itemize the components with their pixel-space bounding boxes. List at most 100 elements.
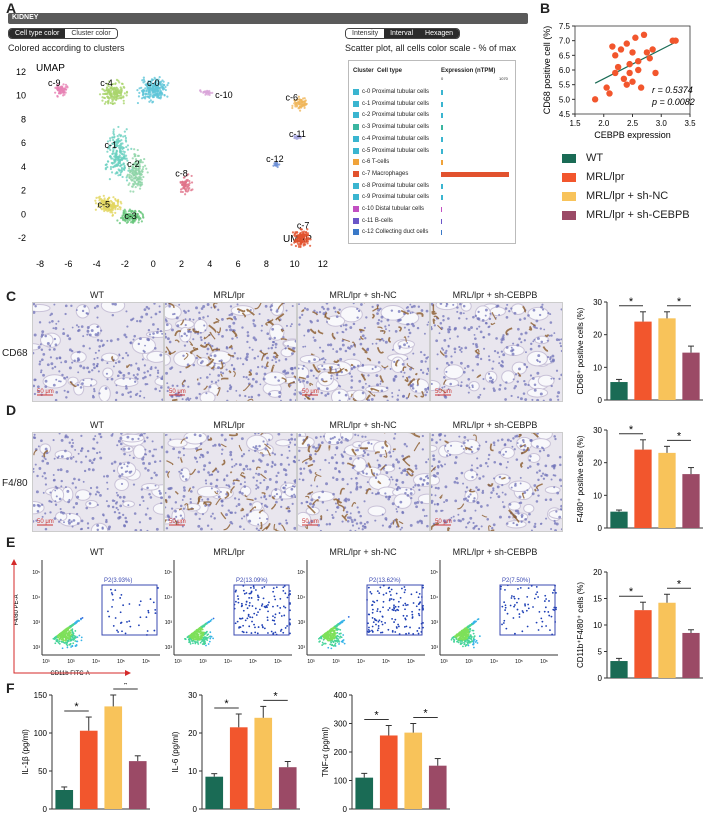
umap-point [107,85,110,88]
umap-point [114,158,117,162]
nucleus [272,355,276,359]
positive-stain [273,351,279,357]
nucleus [93,389,96,393]
flow-event [57,641,60,644]
tab-cluster-color[interactable]: Cluster color [65,29,117,38]
nucleus [445,303,448,305]
nucleus [341,477,345,481]
nucleus [94,351,97,354]
nucleus [306,375,310,379]
umap-point [56,83,60,86]
flow-event [244,619,247,622]
nucleus [33,392,37,396]
nucleus [510,346,513,349]
nucleus [488,380,491,382]
nucleus [227,509,230,512]
flow-event [61,647,64,650]
nucleus [89,384,93,387]
tab-cell-type-color[interactable]: Cell type color [9,29,66,38]
umap-point [106,203,109,207]
nucleus [268,438,271,441]
nucleus [238,463,242,467]
nucleus [416,520,420,524]
tab-hexagen[interactable]: Hexagen [419,29,460,38]
positive-stain [351,448,357,456]
tab-intensity[interactable]: Intensity [346,29,385,38]
nucleus [229,305,233,308]
umap-point [111,136,114,139]
nucleus [516,442,519,444]
nucleus [146,436,149,439]
nucleus [263,479,266,482]
nucleus [71,482,75,485]
table-row: c-4 Proximal tubular cells [353,135,429,142]
nucleus [395,508,398,510]
umap-point [110,85,113,88]
tubule-lumen [246,434,268,452]
nucleus [539,327,542,330]
nucleus [389,368,392,370]
nucleus [511,352,515,356]
nucleus [176,324,180,328]
nucleus [181,499,184,501]
nucleus [245,352,249,356]
legend-shcebpb: MRL/lpr + sh-CEBPB [562,209,690,221]
nucleus [422,483,425,486]
flow-event [274,616,276,619]
nucleus [504,443,507,446]
umap-point [132,190,135,193]
flow-event [276,604,279,607]
positive-stain [341,514,347,522]
nucleus [422,478,426,482]
nucleus [298,391,301,394]
tubule-lumen [33,304,51,313]
nucleus [481,489,485,492]
positive-stain [457,503,465,510]
umap-point [146,95,149,98]
nucleus [120,371,123,374]
nucleus [273,463,277,467]
umap-point [128,219,131,222]
positive-stain [274,528,280,531]
umap-point [300,239,303,242]
nucleus [129,377,131,380]
nucleus [91,516,95,520]
nucleus [75,501,79,505]
umap-point [128,182,131,185]
nucleus [435,441,438,444]
nucleus [102,343,105,347]
umap-point [122,211,125,214]
nucleus [155,473,158,477]
nucleus [203,464,207,468]
nucleus [208,373,211,376]
nucleus [458,345,461,349]
nucleus [78,350,81,354]
umap-point [112,132,115,135]
umap-point [130,209,134,212]
nucleus [232,482,236,485]
umap-point [185,174,188,177]
positive-stain [203,385,208,390]
positive-stain [337,503,345,512]
nucleus [257,523,260,526]
nucleus [55,391,59,394]
nucleus [420,520,423,523]
umap-point [144,95,147,98]
tab-interval[interactable]: Interval [384,29,420,38]
nucleus [540,340,544,344]
umap-point [155,87,158,90]
nucleus [387,324,391,327]
flow-event [70,639,73,641]
nucleus [349,512,352,515]
nucleus [426,481,429,485]
nucleus [165,332,167,335]
nucleus [52,383,56,387]
nucleus [465,317,468,320]
nucleus [121,393,125,397]
nucleus [115,391,119,394]
umap-point [119,208,122,211]
nucleus [198,456,202,459]
nucleus [480,525,483,528]
nucleus [412,352,415,355]
nucleus [99,456,103,460]
